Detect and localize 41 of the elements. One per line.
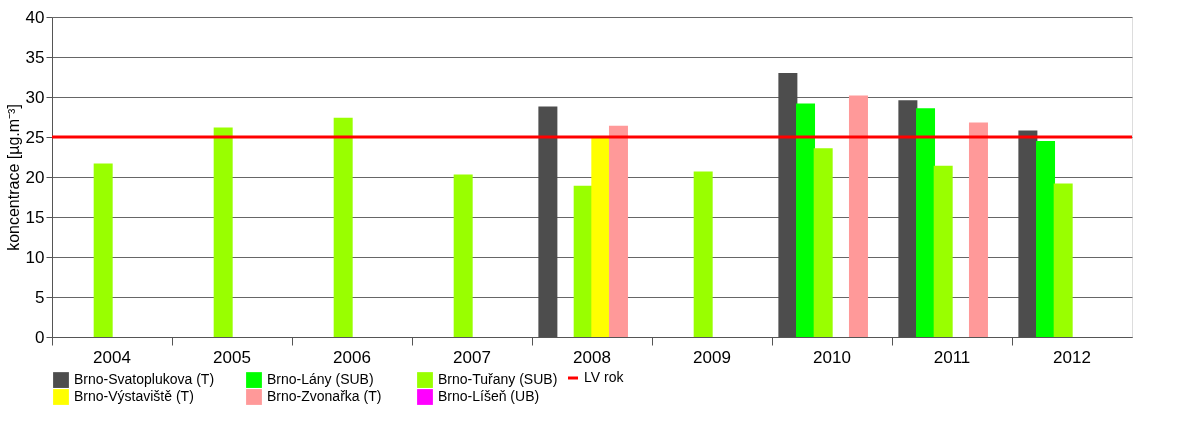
bar [813,148,833,337]
bar [591,137,611,337]
y-tick-label: 10 [25,247,45,267]
legend-label: Brno-Svatoplukova (T) [74,371,215,388]
bar [933,165,953,337]
bar [1036,141,1056,337]
bar [968,122,988,337]
bar [608,125,628,337]
legend-label: Brno-Výstaviště (T) [74,388,194,404]
x-tick-label: 2005 [213,347,251,367]
y-tick-label: 40 [25,7,45,27]
x-tick-label: 2011 [933,347,971,367]
legend-label: Brno-Líšeň (UB) [438,388,540,404]
y-axis-title: koncentrace [µg.m⁻³] [4,104,22,251]
y-tick-label: 20 [25,167,45,187]
y-tick-label: 5 [35,287,45,307]
bar [453,174,473,337]
y-tick-label: 15 [25,207,45,227]
bar [1053,183,1073,337]
y-tick-label: 30 [25,87,45,107]
bar [333,117,353,337]
x-tick-label: 2010 [813,347,851,367]
y-tick-label: 25 [25,127,45,147]
bar [93,163,113,337]
x-tick-label: 2004 [93,347,131,367]
y-tick-label: 0 [35,327,45,347]
legend-label: LV rok [584,369,625,385]
y-tick-label: 35 [25,47,45,67]
bar [848,95,868,337]
legend-label: Brno-Lány (SUB) [267,371,374,388]
bar [796,103,816,337]
x-tick-label: 2006 [333,347,371,367]
x-tick-label: 2008 [573,347,611,367]
bar [693,171,713,337]
legend-label: Brno-Zvonařka (T) [267,388,382,404]
x-tick-label: 2012 [1053,347,1091,367]
legend-label: Brno-Tuřany (SUB) [438,371,558,388]
bar [916,108,936,337]
x-tick-label: 2009 [693,347,731,367]
x-tick-label: 2007 [453,347,491,367]
bar [213,127,233,337]
